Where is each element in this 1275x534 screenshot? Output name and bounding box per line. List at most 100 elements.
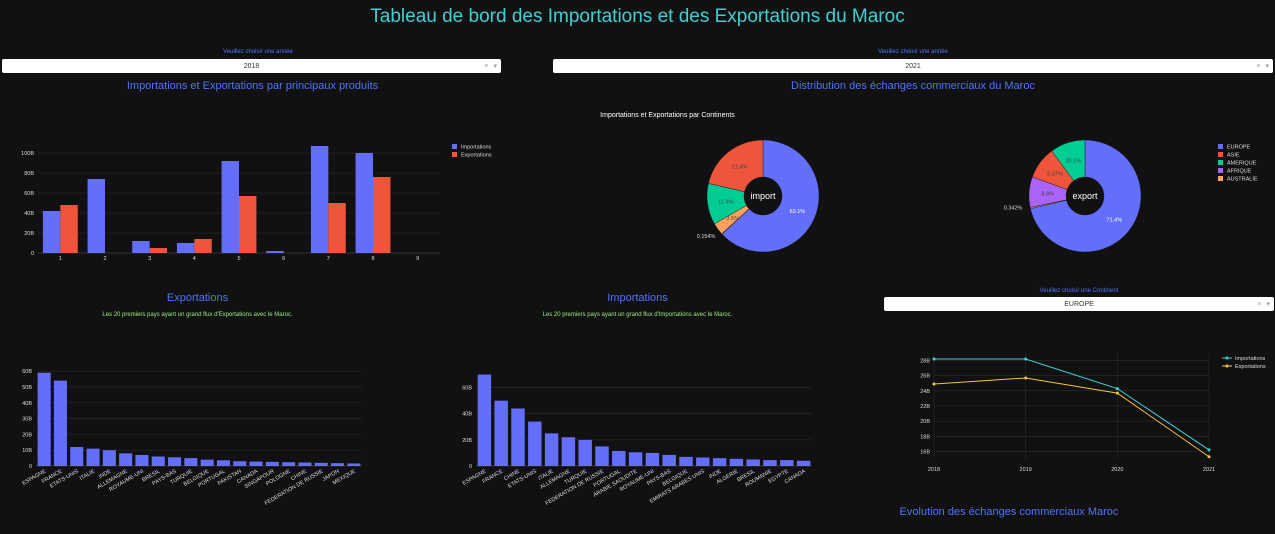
bar [282, 462, 296, 466]
y-tick-label: 60B [22, 369, 32, 375]
x-tick-label: 9 [416, 256, 419, 262]
y-tick-label: 0 [469, 464, 472, 470]
bar [331, 463, 345, 466]
x-tick-label: 7 [327, 256, 330, 262]
pie-slice [708, 139, 764, 192]
x-tick-label: 3 [148, 256, 151, 262]
bar [578, 439, 592, 466]
products-title: Importations et Exportations par princip… [126, 80, 379, 92]
y-tick-label: 30B [22, 417, 32, 423]
bar [86, 448, 100, 466]
bar [373, 177, 391, 253]
year-selector-right-value: 2021 [905, 62, 921, 70]
x-tick-label: 2 [103, 256, 106, 262]
legend-swatch [1218, 168, 1223, 173]
bar [176, 243, 195, 253]
bar [221, 161, 239, 253]
bar [233, 461, 247, 466]
legend-swatch [1225, 356, 1229, 360]
bar [628, 452, 643, 466]
legend-entry: AFRIQUE [1227, 169, 1252, 175]
data-point [932, 357, 936, 361]
bar [216, 460, 230, 466]
pie-slice-label: 63.1% [790, 209, 806, 215]
bar [494, 400, 508, 466]
x-tick-label: 6 [282, 256, 285, 262]
products-chart: 0 20B 40B 60B 80B 100B 1 2 3 4 5 6 7 8 9 Importations Ex… [21, 144, 492, 262]
continent-selector-label: Veuillez choisir une Continent [1039, 288, 1119, 294]
legend-entry: AUSTRALIE [1227, 177, 1258, 183]
bar [729, 458, 744, 466]
year-selector-left-label: Veuillez choisir une année [223, 49, 293, 55]
bar [200, 459, 214, 466]
data-point [1024, 376, 1028, 380]
clear-icon[interactable]: × [484, 62, 489, 70]
y-tick-label: 16B [920, 449, 930, 455]
data-point [1024, 357, 1028, 361]
exports-top-chart: 010B20B30B40B50B60BESPAGNEFRANCEETATS-UN… [21, 369, 362, 507]
bar [168, 457, 182, 466]
bar [544, 433, 559, 466]
data-point [1115, 387, 1119, 391]
legend-swatch [1218, 152, 1223, 157]
y-tick-label: 40B [24, 211, 34, 217]
bar [746, 459, 760, 466]
year-selector-right[interactable]: 2021 × ▾ [553, 59, 1273, 73]
x-tick-label: 1 [59, 256, 62, 262]
y-tick-label: 80B [24, 171, 34, 177]
x-tick-label: 4 [193, 256, 196, 262]
exports-subtitle: Les 20 premiers pays ayant un grand flux… [102, 312, 293, 318]
pie-slice-label: 0.154% [697, 234, 716, 240]
data-point [1207, 448, 1211, 452]
pie-slice-label: 3.5% [726, 216, 739, 222]
data-point [932, 382, 936, 386]
legend-swatch [1225, 364, 1229, 368]
bar [314, 462, 328, 466]
legend-entry: AMERIQUE [1227, 161, 1257, 167]
bar [595, 446, 609, 466]
bar [477, 374, 492, 466]
bar [298, 462, 312, 466]
pie-slice-label: 0.342% [1004, 205, 1023, 211]
x-tick-label: 2019 [1020, 467, 1032, 473]
bar [102, 450, 116, 466]
y-tick-label: 40B [22, 401, 32, 407]
imports-subtitle: Les 20 premiers pays ayant un grand flux… [542, 312, 733, 318]
bar [561, 437, 576, 466]
x-tick-label: 2018 [928, 467, 940, 473]
clear-icon[interactable]: × [1257, 300, 1262, 308]
chevron-down-icon[interactable]: ▾ [493, 63, 497, 70]
pie-center-label: import [750, 191, 776, 201]
legend-entry: ASIE [1227, 153, 1240, 159]
year-selector-left-value: 2018 [243, 62, 260, 70]
pie-center-label: export [1072, 191, 1098, 201]
y-tick-label: 40B [462, 412, 472, 418]
pie-slice-label: 9.37% [1047, 172, 1063, 178]
bar [763, 460, 777, 466]
y-tick-label: 22B [920, 404, 930, 410]
chevron-down-icon[interactable]: ▾ [1266, 301, 1270, 308]
legend-entry: Exportations [1235, 364, 1266, 370]
clear-icon[interactable]: × [1256, 62, 1261, 70]
legend-entry: Exportations [461, 153, 492, 159]
bar [151, 456, 165, 466]
bar [796, 460, 811, 466]
export-pie-chart: 71.4% 0.342% 8.8% 9.37% 10.1% export EUROPE ASI… [1004, 139, 1258, 253]
y-tick-label: 60B [462, 386, 472, 392]
bar [249, 461, 263, 466]
bar [662, 454, 676, 466]
y-tick-label: 50B [22, 385, 32, 391]
y-tick-label: 20B [22, 432, 32, 438]
chevron-down-icon[interactable]: ▾ [1265, 63, 1269, 70]
y-tick-label: 26B [920, 374, 930, 380]
evolution-title: Evolution des échanges commerciaux Maroc [899, 506, 1119, 518]
data-point [1207, 455, 1211, 459]
bar [355, 153, 373, 253]
data-point [1115, 391, 1119, 395]
continent-selector[interactable]: EUROPE × ▾ [884, 297, 1274, 311]
y-tick-label: 20B [920, 419, 930, 425]
y-tick-label: 20B [24, 231, 34, 237]
x-tick-label: 2020 [1111, 467, 1123, 473]
year-selector-left[interactable]: 2018 × ▾ [2, 59, 501, 73]
bar [42, 211, 61, 253]
